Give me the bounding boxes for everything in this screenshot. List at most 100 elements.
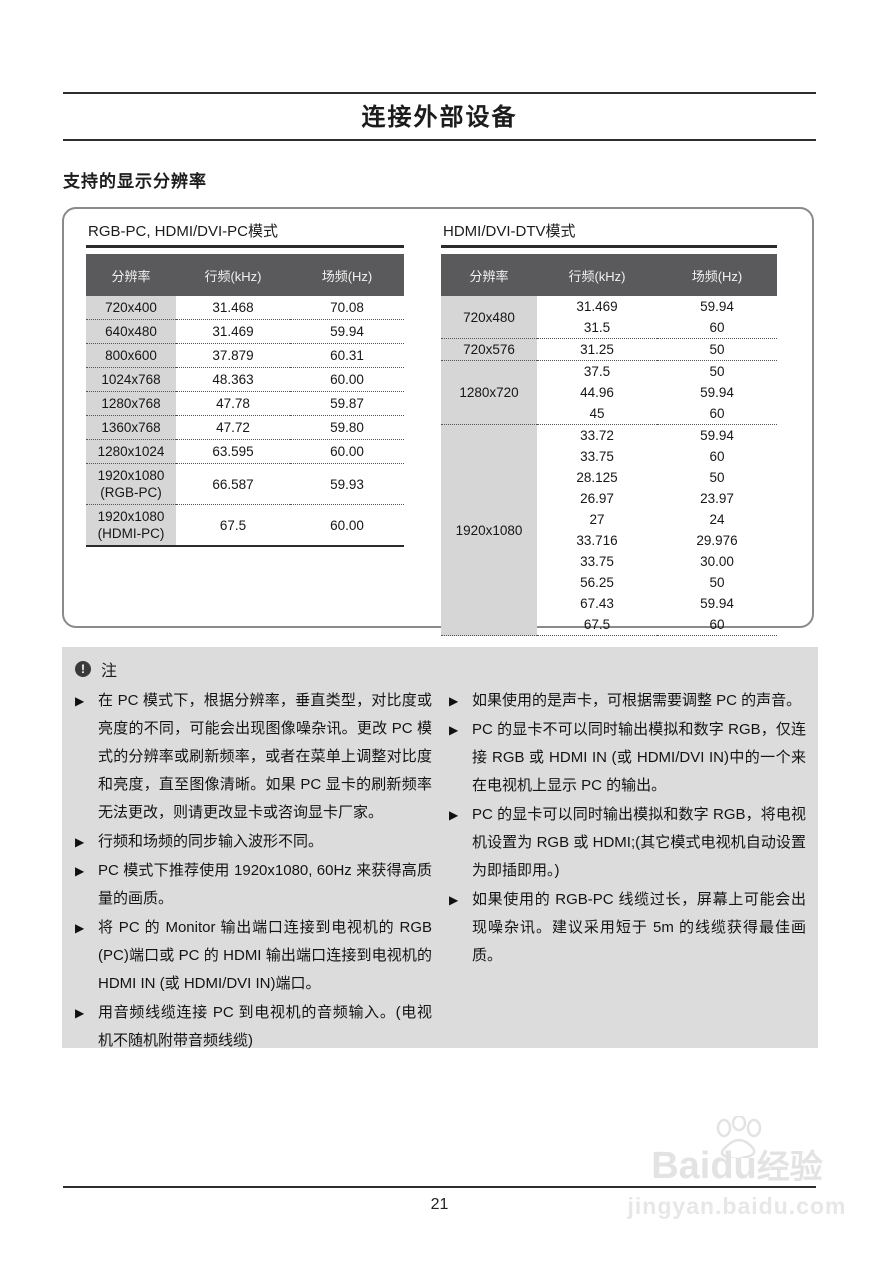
frequency-cell: 47.72 xyxy=(176,415,290,440)
page-number: 21 xyxy=(430,1196,449,1213)
frequency-cell: 66.587 xyxy=(176,463,290,505)
frequency-cell: 50 xyxy=(709,470,725,485)
table-row: 44.96 59.94 xyxy=(441,382,777,403)
frequency-cell: 31.25 xyxy=(537,338,657,361)
footer-rule xyxy=(63,1186,816,1188)
column-header: 场频(Hz) xyxy=(290,254,404,296)
column-header: 行频(kHz) xyxy=(537,254,657,296)
column-header: 场频(Hz) xyxy=(657,254,777,296)
frequency-cell: 59.94 xyxy=(700,385,734,400)
note-item-text: PC 的显卡不可以同时输出模拟和数字 RGB，仅连接 RGB 或 HDMI IN… xyxy=(472,721,806,794)
frequency-cell: 60 xyxy=(709,406,725,421)
frequency-cell: 31.468 xyxy=(212,300,254,315)
note-panel: ! 注 ▶ 在 PC 模式下，根据分辨率，垂直类型，对比度或亮度的不同，可能会出现… xyxy=(62,647,818,1049)
frequency-cell: 67.43 xyxy=(580,596,614,611)
bullet-triangle-icon: ▶ xyxy=(75,694,85,708)
frequency-cell: 28.125 xyxy=(576,470,618,485)
frequency-cell: 44.96 xyxy=(580,385,614,400)
hdmi-dvi-dtv-table-container: HDMI/DVI-DTV模式 分辨率 行频(kHz) 场频(Hz) 720x480 31.… xyxy=(441,220,777,636)
table-row: 26.97 23.97 xyxy=(441,488,777,509)
frequency-cell: 60 xyxy=(709,617,725,632)
table-row: 1280x768 47.78 59.87 xyxy=(86,391,404,416)
frequency-cell: 60.00 xyxy=(290,439,404,464)
resolution-cell: 1024x768 xyxy=(86,367,176,392)
note-item: ▶ PC 的显卡可以同时输出模拟和数字 RGB，将电视机设置为 RGB 或 HDM… xyxy=(449,801,806,885)
frequency-cell: 60 xyxy=(709,320,725,335)
frequency-cell: 27 xyxy=(589,512,605,527)
note-item-text: PC 模式下推荐使用 1920x1080, 60Hz 来获得高质量的画质。 xyxy=(98,862,432,907)
table-row: 31.5 60 xyxy=(441,317,777,339)
rgb-pc-table-container: RGB-PC, HDMI/DVI-PC模式 分辨率 行频(kHz) 场频(Hz) 720… xyxy=(86,220,404,547)
frequency-cell: 60.31 xyxy=(290,343,404,368)
frequency-cell: 60 xyxy=(709,449,725,464)
note-item-text: 如果使用的 RGB-PC 线缆过长，屏幕上可能会出现噪杂讯。建议采用短于 5m … xyxy=(472,891,806,964)
table-row: 45 60 xyxy=(441,403,777,425)
bullet-triangle-icon: ▶ xyxy=(449,893,459,907)
table-row: 1280x720 37.5 50 xyxy=(441,360,777,425)
resolution-cell: 1360x768 xyxy=(86,415,176,440)
note-item: ▶ 在 PC 模式下，根据分辨率，垂直类型，对比度或亮度的不同，可能会出现图像噪杂… xyxy=(75,687,432,827)
note-item: ▶ 行频和场频的同步输入波形不同。 xyxy=(75,828,432,856)
resolution-cell: 640x480 xyxy=(86,319,176,344)
note-list-right: ▶ 如果使用的是声卡，可根据需要调整 PC 的声音。 ▶ PC 的显卡不可以同时输出模… xyxy=(449,687,806,1056)
table-row: 27 24 xyxy=(441,509,777,530)
note-header: ! 注 xyxy=(75,657,806,681)
note-item: ▶ PC 模式下推荐使用 1920x1080, 60Hz 来获得高质量的画质。 xyxy=(75,857,432,913)
frequency-cell: 50 xyxy=(709,575,725,590)
table-title: RGB-PC, HDMI/DVI-PC模式 xyxy=(86,220,404,248)
watermark-url: jingyan.baidu.com xyxy=(627,1193,847,1219)
frequency-cell: 26.97 xyxy=(580,491,614,506)
frequency-cell: 30.00 xyxy=(700,554,734,569)
bullet-triangle-icon: ▶ xyxy=(75,1006,85,1020)
note-item-text: 如果使用的是声卡，可根据需要调整 PC 的声音。 xyxy=(472,692,802,709)
table-row: 720x576 31.25 50 xyxy=(441,338,777,361)
note-item: ▶ 如果使用的是声卡，可根据需要调整 PC 的声音。 xyxy=(449,687,806,715)
bullet-triangle-icon: ▶ xyxy=(75,864,85,878)
watermark-jingyan: 经验 xyxy=(756,1148,823,1185)
resolution-cell: 1280x768 xyxy=(86,391,176,416)
frequency-cell: 37.879 xyxy=(176,343,290,368)
bullet-triangle-icon: ▶ xyxy=(449,808,459,822)
frequency-cell: 59.94 xyxy=(700,299,734,314)
bullet-triangle-icon: ▶ xyxy=(449,723,459,737)
table-row: 1360x768 47.72 59.80 xyxy=(86,415,404,440)
note-item-text: 将 PC 的 Monitor 输出端口连接到电视机的 RGB (PC)端口或 P… xyxy=(98,919,432,992)
resolution-cell: 720x480 xyxy=(441,296,537,339)
resolution-cell: 1280x720 xyxy=(441,360,537,425)
resolution-cell: 1920x1080 xyxy=(441,424,537,636)
table-row: 28.125 50 xyxy=(441,467,777,488)
column-header: 分辨率 xyxy=(441,254,537,296)
page-title: 连接外部设备 xyxy=(361,104,518,131)
note-item-text: 行频和场频的同步输入波形不同。 xyxy=(98,833,324,850)
frequency-cell: 50 xyxy=(657,360,777,382)
header-rule-top xyxy=(63,92,816,94)
table-row: 56.25 50 xyxy=(441,572,777,593)
frequency-cell: 23.97 xyxy=(700,491,734,506)
watermark-du: du xyxy=(710,1145,757,1187)
note-item: ▶ 将 PC 的 Monitor 输出端口连接到电视机的 RGB (PC)端口或 … xyxy=(75,914,432,998)
frequency-cell: 24 xyxy=(709,512,725,527)
note-item-text: PC 的显卡可以同时输出模拟和数字 RGB，将电视机设置为 RGB 或 HDMI… xyxy=(472,806,806,879)
note-item-text: 用音频线缆连接 PC 到电视机的音频输入。(电视机不随机附带音频线缆) xyxy=(98,1004,432,1049)
header-rule-bottom xyxy=(63,139,816,141)
frequency-cell: 31.469 xyxy=(576,299,618,314)
resolution-cell: 1920x1080 (RGB-PC) xyxy=(86,463,176,505)
frequency-cell: 47.78 xyxy=(176,391,290,416)
frequency-cell: 33.72 xyxy=(537,424,657,446)
table-title: HDMI/DVI-DTV模式 xyxy=(441,220,777,248)
bullet-triangle-icon: ▶ xyxy=(75,835,85,849)
baidu-jingyan-watermark: Bai du经验 jingyan.baidu.com xyxy=(612,1116,862,1220)
table-row: 1920x1080 (RGB-PC) 66.587 59.93 xyxy=(86,463,404,505)
resolution-cell: 720x400 xyxy=(86,296,176,320)
table-row: 33.75 30.00 xyxy=(441,551,777,572)
resolution-table: 分辨率 行频(kHz) 场频(Hz) 720x400 31.468 70.08 640x48… xyxy=(86,254,404,547)
note-item: ▶ 用音频线缆连接 PC 到电视机的音频输入。(电视机不随机附带音频线缆) xyxy=(75,999,432,1055)
bullet-triangle-icon: ▶ xyxy=(449,694,459,708)
table-row: 33.716 29.976 xyxy=(441,530,777,551)
resolution-cell: 1280x1024 xyxy=(86,439,176,464)
frequency-cell: 37.5 xyxy=(537,360,657,382)
table-row: 1920x1080 (HDMI-PC) 67.5 60.00 xyxy=(86,504,404,546)
note-columns: ▶ 在 PC 模式下，根据分辨率，垂直类型，对比度或亮度的不同，可能会出现图像噪杂… xyxy=(75,685,806,1056)
frequency-cell: 56.25 xyxy=(580,575,614,590)
note-item: ▶ 如果使用的 RGB-PC 线缆过长，屏幕上可能会出现噪杂讯。建议采用短于 5m… xyxy=(449,886,806,970)
